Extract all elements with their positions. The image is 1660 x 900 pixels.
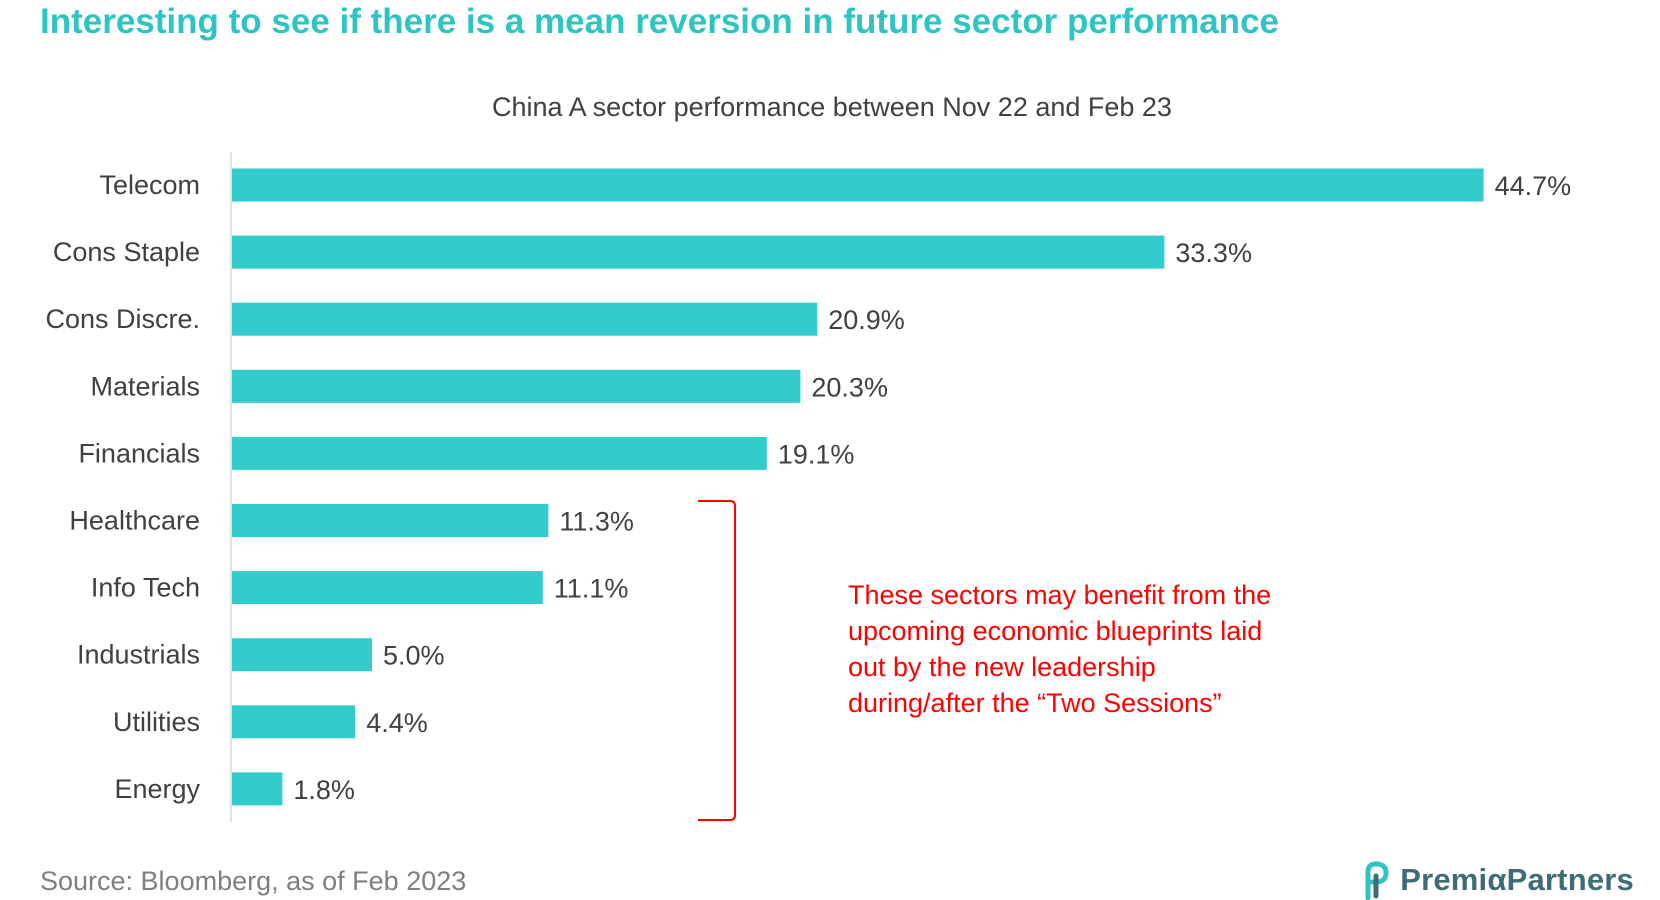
data-label: 5.0% (383, 641, 445, 671)
category-label: Financials (78, 438, 200, 468)
bar (232, 302, 818, 336)
annotation-line: during/after the “Two Sessions” (848, 688, 1222, 718)
page-headline: Interesting to see if there is a mean re… (40, 2, 1279, 41)
bar (232, 369, 801, 403)
bar (232, 168, 1484, 202)
bar (232, 705, 356, 739)
data-label: 11.1% (554, 574, 629, 604)
category-label: Materials (90, 371, 200, 401)
data-label: 19.1% (778, 439, 855, 469)
category-label: Cons Discre. (45, 304, 200, 334)
bar (232, 772, 283, 806)
annotation-line: upcoming economic blueprints laid (848, 616, 1263, 646)
data-label: 1.8% (293, 775, 355, 805)
data-label: 33.3% (1175, 238, 1252, 268)
bar (232, 504, 549, 537)
source-note: Source: Bloomberg, as of Feb 2023 (40, 866, 467, 896)
category-label: Cons Staple (53, 237, 200, 267)
bar (232, 638, 372, 672)
category-label: Industrials (77, 640, 200, 670)
data-label: 44.7% (1495, 171, 1572, 201)
category-label: Utilities (113, 707, 200, 737)
brand-name: PremiαPartners (1400, 862, 1634, 897)
category-label: Info Tech (91, 573, 200, 603)
annotation-text: These sectors may benefit from the upcom… (848, 577, 1368, 721)
annotation-line: These sectors may benefit from the (848, 580, 1272, 610)
bar (232, 571, 543, 605)
annotation-bracket (698, 500, 736, 821)
bar (232, 235, 1165, 269)
data-label: 11.3% (559, 507, 634, 537)
chart-title: China A sector performance between Nov 2… (492, 92, 1172, 122)
annotation-line: out by the new leadership (848, 652, 1156, 682)
bar (232, 436, 767, 470)
category-label: Healthcare (69, 506, 200, 536)
category-label: Telecom (99, 170, 200, 200)
brand-logo: PremiαPartners (1360, 860, 1634, 900)
data-label: 20.3% (811, 372, 888, 402)
premia-logo-icon (1365, 861, 1389, 900)
data-label: 20.9% (828, 305, 905, 335)
data-label: 4.4% (366, 708, 428, 738)
category-label: Energy (114, 774, 200, 804)
